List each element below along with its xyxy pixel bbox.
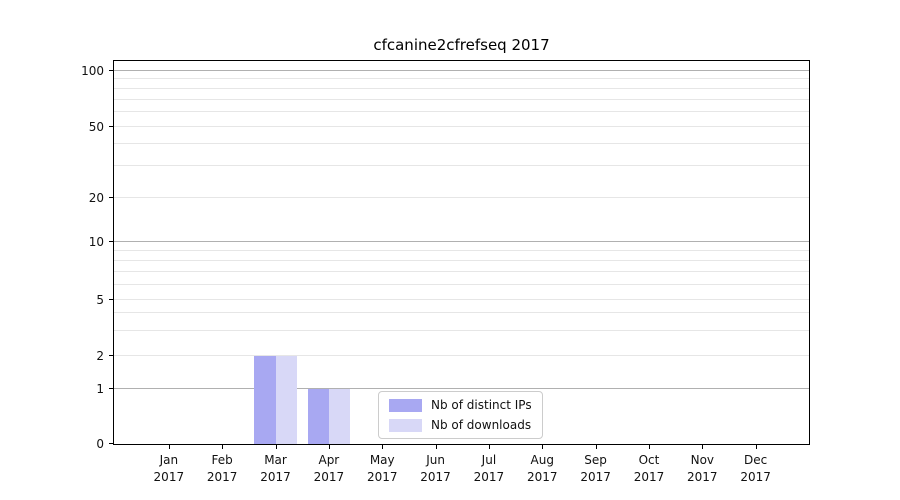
x-tick-year: 2017	[260, 470, 291, 484]
x-tick-label: Oct 2017	[617, 452, 681, 486]
bar-apr-downloads	[328, 389, 351, 444]
y-tick-mark	[109, 443, 114, 444]
gridline-minor	[114, 98, 809, 100]
x-tick-month: Jun	[426, 453, 445, 467]
x-tick-label: Jun 2017	[404, 452, 468, 486]
x-tick-mark	[382, 444, 384, 449]
legend-entry-downloads: Nb of downloads	[389, 418, 532, 432]
x-tick-year: 2017	[526, 470, 558, 484]
legend-entry-distinct-ips: Nb of distinct IPs	[389, 398, 532, 412]
y-tick-label: 2	[96, 349, 104, 364]
x-tick-year: 2017	[687, 470, 718, 484]
x-tick-mark	[168, 444, 170, 449]
x-tick-mark	[648, 444, 650, 449]
gridline-minor	[114, 312, 809, 314]
x-tick-mark	[595, 444, 597, 449]
x-tick-label: Jan 2017	[137, 452, 201, 486]
x-tick-year: 2017	[633, 470, 665, 484]
y-tick-mark	[109, 125, 114, 127]
gridline-major	[114, 241, 809, 243]
x-tick-year: 2017	[473, 470, 505, 484]
x-tick-year: 2017	[366, 470, 398, 484]
x-tick-year: 2017	[206, 470, 238, 484]
gridline-minor	[114, 87, 809, 89]
gridline-minor	[114, 78, 809, 80]
gridline-minor	[114, 110, 809, 112]
x-tick-month: Oct	[638, 453, 660, 467]
x-tick-label: Aug 2017	[510, 452, 574, 486]
legend: Nb of distinct IPs Nb of downloads	[378, 391, 543, 439]
y-tick-label: 20	[88, 191, 104, 206]
legend-label-downloads: Nb of downloads	[431, 418, 532, 432]
y-tick-mark	[109, 355, 114, 357]
x-tick-label: Feb 2017	[190, 452, 254, 486]
x-tick-label: Apr 2017	[297, 452, 361, 486]
x-tick-month: May	[369, 453, 395, 467]
x-tick-mark	[435, 444, 437, 449]
x-tick-mark	[328, 444, 330, 449]
legend-label-distinct-ips: Nb of distinct IPs	[431, 398, 532, 412]
x-tick-month: Sep	[584, 453, 607, 467]
gridline-minor	[114, 197, 809, 199]
x-tick-label: Nov 2017	[670, 452, 734, 486]
x-tick-label: Jul 2017	[457, 452, 521, 486]
x-tick-mark	[275, 444, 277, 449]
y-tick-mark	[109, 298, 114, 300]
x-tick-month: Nov	[690, 453, 715, 467]
x-tick-label: May 2017	[350, 452, 414, 486]
gridline-minor	[114, 330, 809, 332]
y-tick-label: 50	[88, 119, 104, 134]
bar-mar-distinct-ips	[254, 356, 276, 444]
x-tick-label: Dec 2017	[724, 452, 788, 486]
gridline-minor	[114, 125, 809, 127]
gridline-major	[114, 69, 809, 71]
x-tick-month: Apr	[318, 453, 340, 467]
y-tick-label: 10	[88, 235, 104, 250]
x-tick-month: Aug	[530, 453, 554, 467]
gridline-minor	[114, 249, 809, 251]
x-tick-month: Jan	[159, 453, 179, 467]
bar-mar-downloads	[275, 356, 297, 444]
x-tick-mark	[488, 444, 490, 449]
plot-area: 0 1 2 5 10 20 50 100 Jan 2017 Feb 2017 Mar 2017 Apr 201…	[81, 60, 810, 484]
y-tick-mark	[109, 69, 114, 71]
gridline-minor	[114, 142, 809, 144]
x-tick-month: Dec	[744, 453, 768, 467]
gridline-minor	[114, 259, 809, 261]
x-tick-label: Sep 2017	[564, 452, 628, 486]
bar-apr-distinct-ips	[307, 389, 329, 444]
gridline-major	[114, 388, 809, 390]
gridline-minor	[114, 283, 809, 285]
x-tick-mark	[755, 444, 757, 449]
chart-title: cfcanine2cfrefseq 2017	[373, 36, 550, 54]
x-tick-mark	[542, 444, 544, 449]
y-tick-label: 5	[96, 292, 104, 307]
x-tick-year: 2017	[313, 470, 345, 484]
gridline-minor	[114, 165, 809, 167]
legend-swatch-downloads	[389, 418, 422, 432]
y-tick-mark	[109, 241, 114, 243]
x-tick-label: Mar 2017	[244, 452, 308, 486]
x-tick-year: 2017	[420, 470, 451, 484]
gridline-minor	[114, 355, 809, 357]
x-tick-month: Mar	[264, 453, 287, 467]
x-tick-month: Feb	[211, 453, 233, 467]
y-tick-label: 1	[96, 382, 104, 397]
y-tick-label: 100	[81, 63, 104, 78]
x-tick-month: Jul	[481, 453, 497, 467]
legend-swatch-distinct-ips	[389, 398, 422, 412]
x-tick-year: 2017	[740, 470, 771, 484]
x-tick-mark	[702, 444, 704, 449]
gridline-minor	[114, 270, 809, 272]
x-tick-year: 2017	[580, 470, 611, 484]
x-tick-year: 2017	[153, 470, 185, 484]
y-tick-mark	[109, 197, 114, 199]
y-tick-mark	[109, 388, 114, 390]
y-tick-label: 0	[96, 437, 104, 451]
gridline-minor	[114, 298, 809, 300]
x-tick-mark	[222, 444, 224, 449]
